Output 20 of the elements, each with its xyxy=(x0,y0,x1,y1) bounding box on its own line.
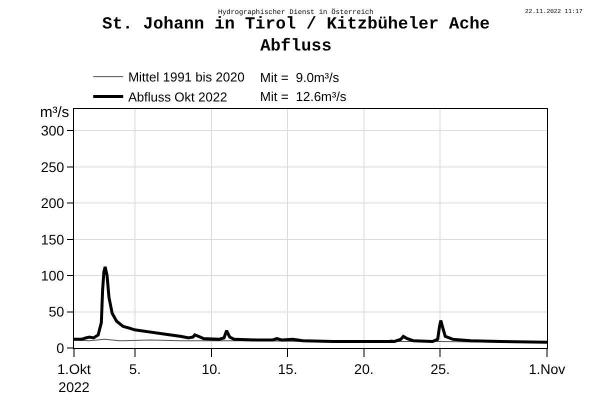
x-tick-label: 20. xyxy=(354,360,374,377)
x-tick-label: 1.Okt 2022 xyxy=(57,360,91,395)
y-tick-label: 0 xyxy=(56,340,64,356)
y-tick-label: 150 xyxy=(40,231,64,248)
x-tick-label: 5. xyxy=(129,360,141,377)
y-tick-label: 300 xyxy=(40,122,64,139)
text: Mit = 9.0m³/s xyxy=(260,70,340,85)
y-tick-label: 50 xyxy=(48,304,64,320)
y-tick-label: 200 xyxy=(40,195,64,212)
chart-title: St. Johann in Tirol / Kitzbüheler Ache Abfluss xyxy=(102,15,490,57)
y-tick-label: 250 xyxy=(40,158,64,175)
y-axis-title: m³/s xyxy=(40,104,70,121)
x-tick-label: 1.Nov xyxy=(528,360,566,377)
x-tick-label: 15. xyxy=(278,360,298,377)
x-tick-label: 25. xyxy=(430,360,450,377)
legend-label: Mittel 1991 bis 2020 xyxy=(128,70,245,85)
y-tick-label: 100 xyxy=(40,267,64,284)
text: Mit = 12.6m³/s xyxy=(260,89,347,104)
x-tick-label: 10. xyxy=(202,360,222,377)
legend-label: Abfluss Okt 2022 xyxy=(128,90,228,105)
